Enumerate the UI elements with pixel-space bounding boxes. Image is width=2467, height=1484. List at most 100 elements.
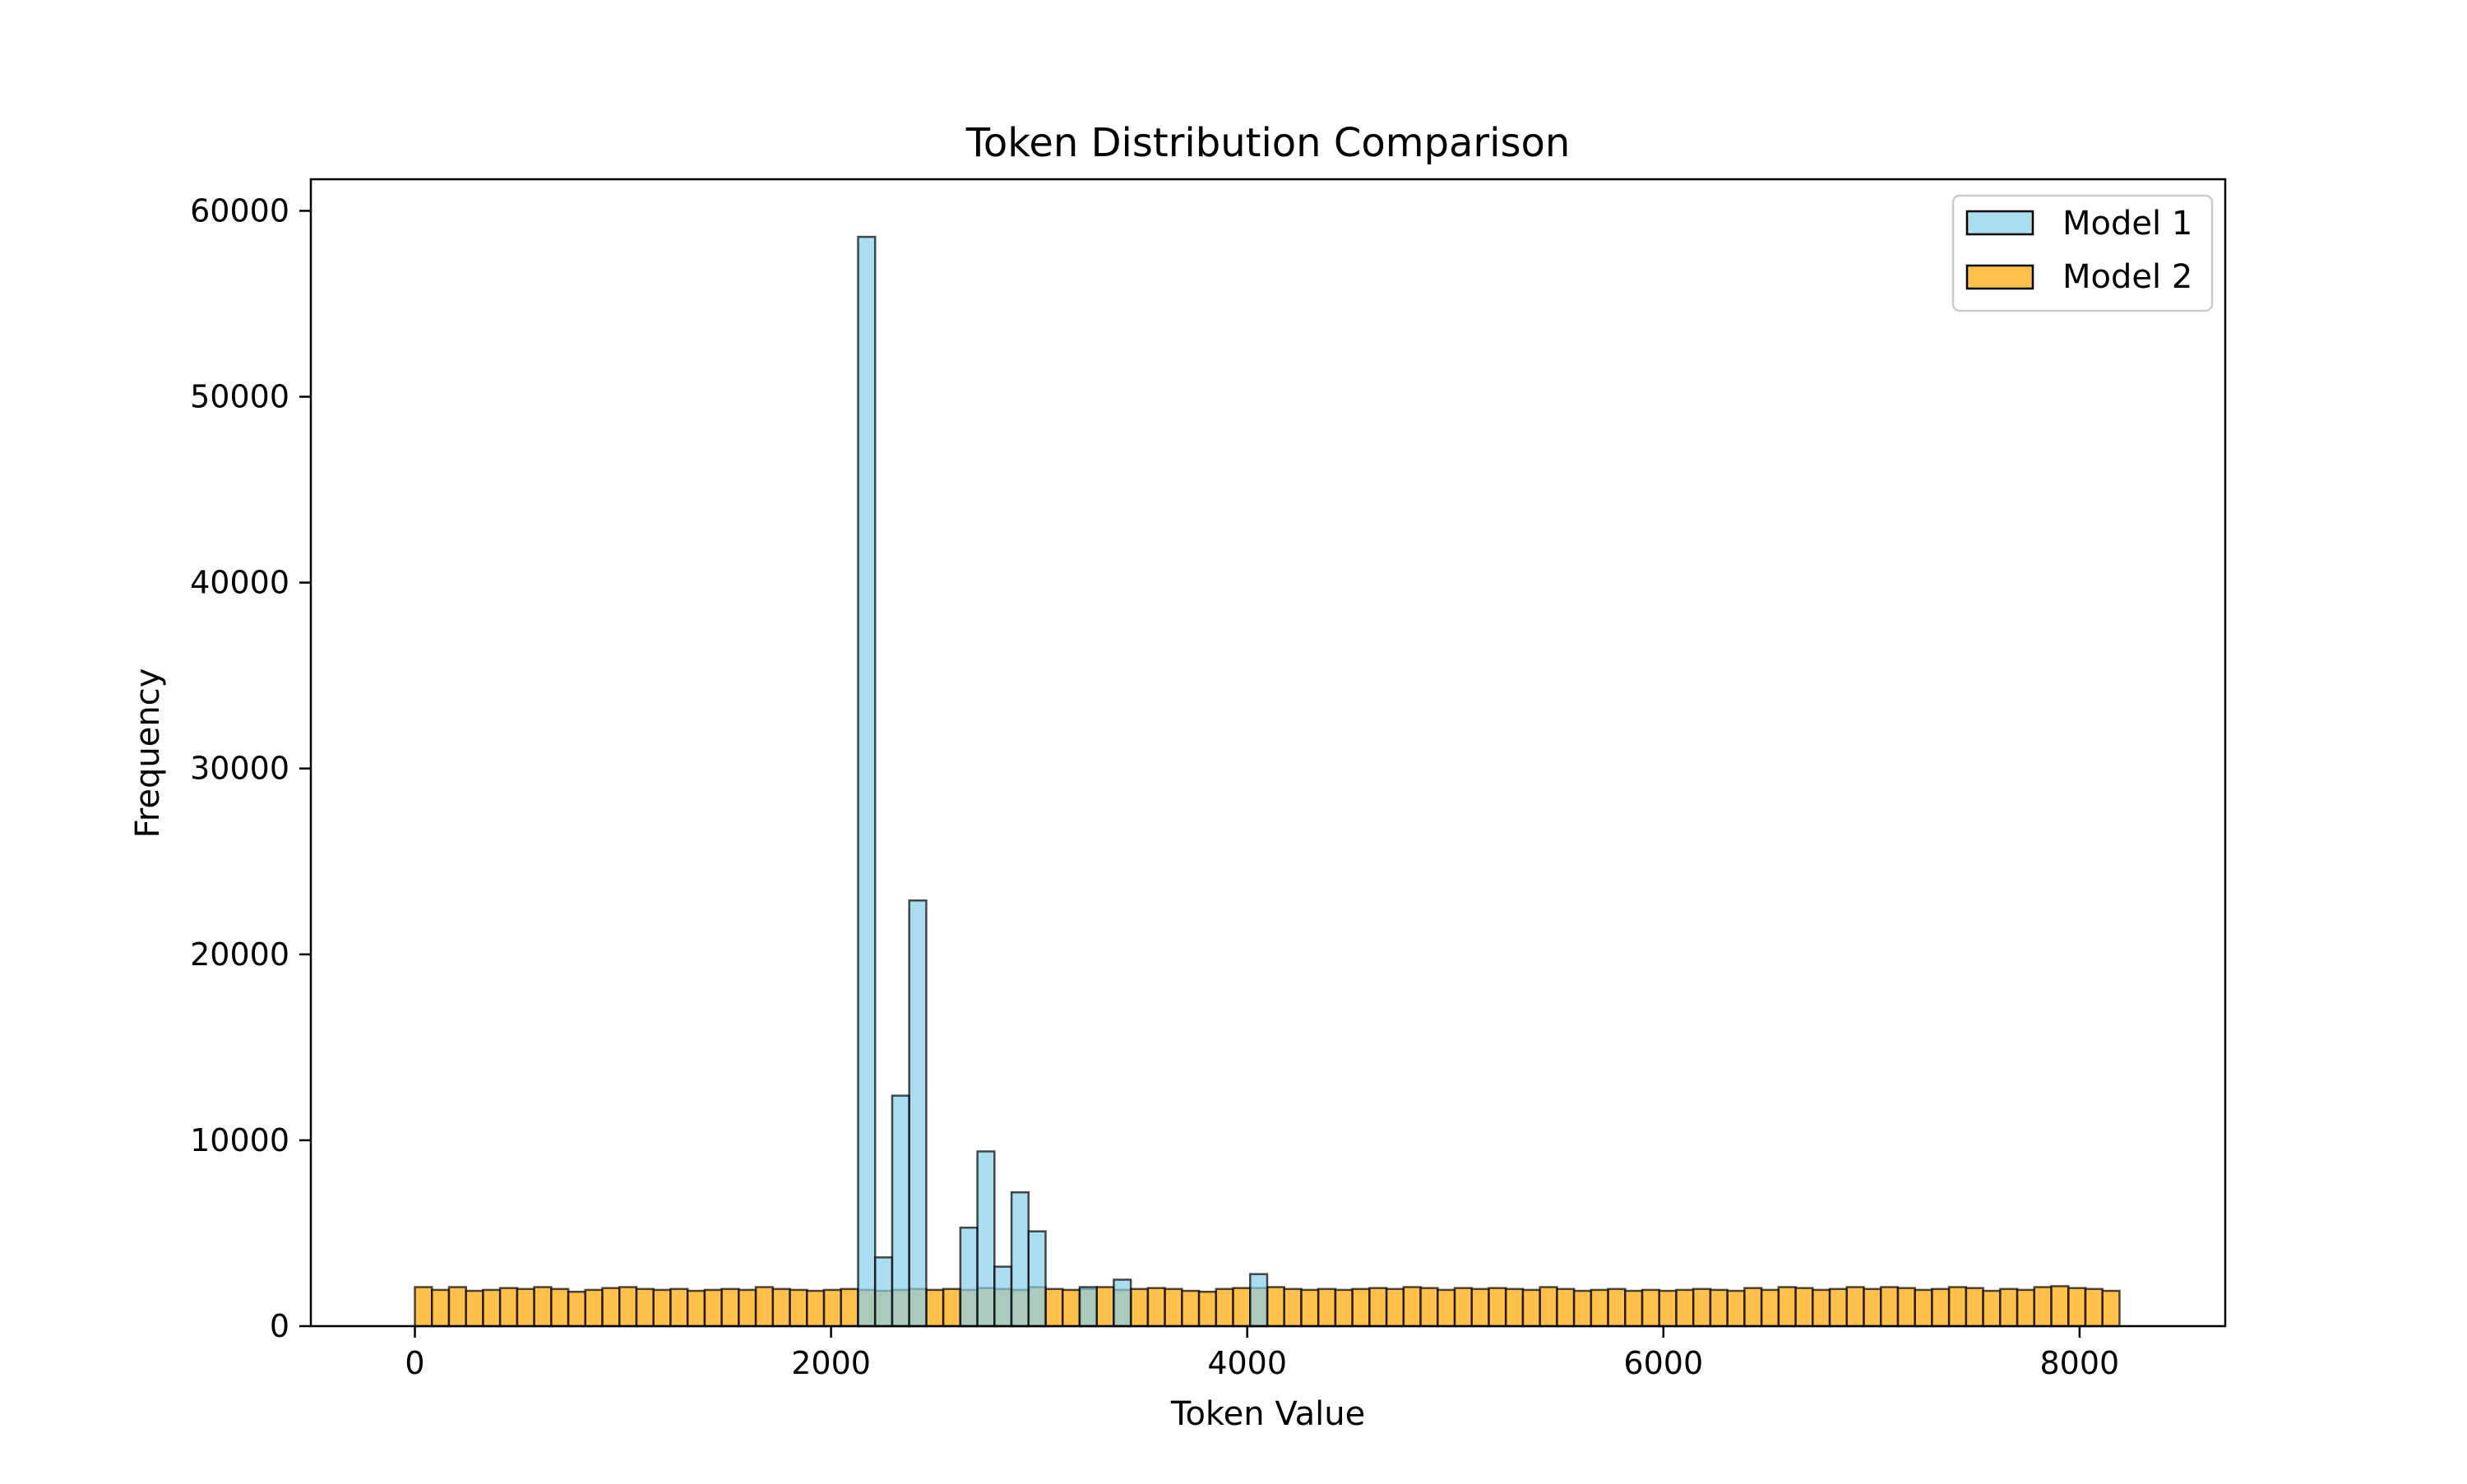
bar-model-2: [1197, 1290, 1218, 1328]
bar-model-2: [1777, 1286, 1797, 1328]
legend-swatch-model-2: [1965, 264, 2034, 290]
bar-model-2: [1658, 1289, 1678, 1328]
bar-model-2: [482, 1288, 502, 1328]
bar-model-2: [2084, 1288, 2104, 1328]
legend-label-model-1: Model 1: [2062, 205, 2192, 243]
bar-model-2: [754, 1286, 775, 1328]
bar-model-2: [1675, 1288, 1695, 1328]
bar-model-1: [891, 1094, 910, 1328]
legend-label-model-2: Model 2: [2062, 258, 2192, 296]
bar-model-2: [1812, 1288, 1831, 1328]
bar-model-2: [1556, 1288, 1576, 1328]
bar-model-2: [1129, 1288, 1150, 1328]
y-tick-label: 40000: [190, 565, 289, 601]
bar-model-2: [1539, 1286, 1558, 1328]
bar-model-2: [925, 1288, 945, 1328]
bar-model-2: [414, 1286, 433, 1328]
y-axis: 0 10000 20000 30000 40000 50000 60000: [190, 192, 311, 1344]
bar-model-2: [1896, 1287, 1916, 1328]
bar-model-2: [1215, 1288, 1234, 1328]
bar-model-2: [1232, 1287, 1252, 1328]
bar-model-2: [942, 1288, 962, 1328]
bars-model-1: [857, 235, 1269, 1328]
x-tick-label: 4000: [1207, 1345, 1287, 1381]
bar-model-2: [431, 1288, 451, 1328]
bar-model-2: [703, 1288, 723, 1328]
x-tick-label: 2000: [791, 1345, 871, 1381]
bar-model-2: [1794, 1287, 1814, 1328]
bar-model-2: [1607, 1288, 1627, 1328]
bar-model-2: [2101, 1289, 2121, 1328]
bar-model-2: [771, 1288, 791, 1328]
bar-model-2: [1726, 1289, 1746, 1328]
bar-model-1: [1078, 1286, 1098, 1328]
bar-model-2: [1931, 1288, 1951, 1328]
y-axis-title: Frequency: [129, 668, 167, 839]
bar-model-2: [1914, 1288, 1933, 1328]
bar-model-2: [738, 1288, 757, 1328]
bar-model-2: [1283, 1288, 1303, 1328]
bar-model-1: [908, 899, 928, 1328]
bar-model-2: [1709, 1288, 1729, 1328]
bar-model-2: [1317, 1288, 1337, 1328]
bar-model-2: [1164, 1288, 1183, 1328]
bar-model-2: [1351, 1288, 1371, 1328]
bar-model-2: [498, 1287, 519, 1328]
bar-model-2: [2050, 1285, 2070, 1328]
bar-model-2: [1947, 1286, 1968, 1328]
bar-model-2: [1863, 1288, 1882, 1328]
y-tick-label: 20000: [190, 936, 289, 973]
bar-model-2: [2016, 1288, 2036, 1328]
bar-model-2: [1385, 1288, 1405, 1328]
bar-model-2: [1095, 1286, 1115, 1328]
bar-model-2: [806, 1289, 826, 1328]
bar-model-2: [1624, 1289, 1644, 1328]
bar-model-2: [550, 1288, 570, 1328]
bar-model-2: [1743, 1287, 1763, 1328]
bar-model-2: [1266, 1286, 1285, 1328]
bar-model-2: [1437, 1288, 1456, 1328]
bar-model-2: [1419, 1287, 1439, 1328]
bar-model-1: [1113, 1278, 1132, 1328]
x-tick-label: 8000: [2040, 1345, 2120, 1381]
bar-model-2: [1181, 1289, 1201, 1328]
bar-model-1: [993, 1265, 1013, 1328]
bar-model-2: [2033, 1286, 2053, 1328]
bar-model-2: [533, 1286, 553, 1328]
x-axis-title: Token Value: [1170, 1395, 1365, 1433]
bar-model-2: [1402, 1286, 1422, 1328]
bar-model-2: [1982, 1289, 2002, 1328]
bar-model-2: [618, 1286, 638, 1328]
bar-model-1: [959, 1226, 979, 1328]
bar-model-2: [1044, 1288, 1064, 1328]
bar-model-2: [1504, 1288, 1525, 1328]
y-tick-label: 0: [270, 1308, 289, 1344]
bar-model-2: [1828, 1288, 1849, 1328]
bar-model-2: [567, 1290, 587, 1328]
bar-model-2: [465, 1289, 484, 1328]
bar-model-2: [1999, 1288, 2019, 1328]
x-axis: 0 2000 4000 6000 8000: [405, 1326, 2119, 1381]
bar-model-2: [652, 1288, 672, 1328]
bar-model-2: [1760, 1288, 1780, 1328]
bar-model-2: [2067, 1287, 2087, 1328]
bar-model-2: [1641, 1288, 1661, 1328]
bar-model-2: [447, 1286, 467, 1328]
bar-model-2: [1146, 1287, 1166, 1328]
bar-model-2: [1061, 1288, 1081, 1328]
legend: Model 1 Model 2: [1951, 194, 2214, 312]
bar-model-2: [1453, 1287, 1473, 1328]
bar-model-1: [976, 1150, 996, 1328]
chart-title: Token Distribution Comparison: [965, 120, 1571, 166]
y-tick-label: 60000: [190, 192, 289, 229]
bar-model-2: [601, 1287, 621, 1328]
bar-model-1: [873, 1256, 894, 1328]
bar-model-2: [1692, 1288, 1712, 1328]
bar-model-2: [635, 1288, 655, 1328]
bar-model-2: [1488, 1287, 1507, 1328]
x-tick-label: 6000: [1623, 1345, 1703, 1381]
y-tick-label: 50000: [190, 379, 289, 415]
bar-model-2: [1965, 1287, 1984, 1328]
bar-model-2: [1590, 1288, 1609, 1328]
